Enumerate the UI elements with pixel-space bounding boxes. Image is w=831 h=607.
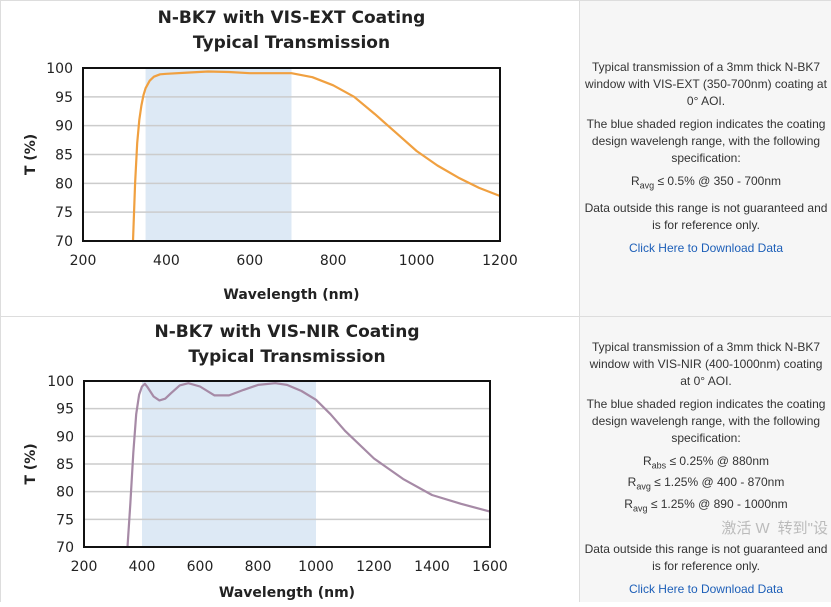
y-tick-label: 70 (55, 234, 73, 250)
x-tick-label: 1000 (399, 253, 435, 269)
x-tick-label: 1600 (472, 559, 508, 575)
x-tick-label: 400 (129, 559, 156, 575)
y-axis-label: T (%) (23, 134, 39, 175)
y-tick-label: 75 (56, 512, 74, 528)
x-tick-label: 800 (320, 253, 347, 269)
description-text: Typical transmission of a 3mm thick N-BK… (589, 340, 823, 388)
plot-frame (82, 67, 501, 242)
transmission-series-line (131, 70, 501, 242)
y-tick-label: 75 (55, 205, 73, 221)
description-cell: Typical transmission of a 3mm thick N-BK… (579, 317, 831, 602)
chart-vis-nir: N-BK7 with VIS-NIR Coating Typical Transm… (23, 322, 508, 601)
description-text: Typical transmission of a 3mm thick N-BK… (585, 60, 827, 108)
x-tick-label: 1000 (298, 559, 334, 575)
y-tick-label: 100 (46, 61, 73, 77)
y-tick-label: 80 (56, 485, 74, 501)
watermark-line: 激活 W (721, 520, 770, 538)
disclaimer-text: Data outside this range is not guarantee… (584, 201, 828, 233)
x-tick-label: 800 (245, 559, 272, 575)
y-tick-label: 80 (55, 176, 73, 192)
y-tick-label: 90 (55, 119, 73, 135)
spec-line: Ravg ≤ 1.25% @ 890 - 1000nm (624, 496, 788, 514)
x-tick-label: 1200 (356, 559, 392, 575)
watermark: 激活 W 转到"设 (580, 517, 831, 541)
x-tick-label: 600 (236, 253, 263, 269)
spec-line: Rabs ≤ 0.25% @ 880nm (642, 454, 770, 471)
chart-title: N-BK7 with VIS-EXT Coating (158, 8, 426, 28)
y-tick-label: 85 (55, 148, 73, 164)
download-data-link[interactable]: Click Here to Download Data (628, 241, 784, 256)
watermark-line: 转到"设 (777, 520, 828, 538)
y-tick-label: 85 (56, 457, 74, 473)
y-tick-label: 90 (56, 429, 74, 445)
spec-line: Ravg ≤ 1.25% @ 400 - 870nm (627, 475, 785, 492)
x-axis-label: Wavelength (nm) (219, 585, 355, 601)
description-cell: Typical transmission of a 3mm thick N-BK… (579, 1, 831, 317)
shaded-region-text: The blue shaded region indicates the coa… (586, 117, 826, 165)
y-tick-label: 95 (56, 402, 74, 418)
x-axis-label: Wavelength (nm) (223, 287, 359, 303)
chart-title: N-BK7 with VIS-NIR Coating (154, 322, 419, 342)
y-tick-label: 70 (56, 540, 74, 556)
y-tick-label: 95 (55, 90, 73, 106)
chart-vis-ext: N-BK7 with VIS-EXT Coating Typical Transm… (23, 8, 518, 303)
chart-cell: N-BK7 with VIS-NIR Coating Typical Transm… (0, 317, 580, 602)
chart-title: Typical Transmission (193, 33, 390, 53)
chart-cell: N-BK7 with VIS-EXT Coating Typical Transm… (0, 1, 580, 317)
table-row-vis-nir: N-BK7 with VIS-NIR Coating Typical Transm… (0, 316, 831, 602)
x-tick-label: 1400 (414, 559, 450, 575)
plot-frame (83, 380, 491, 548)
x-tick-label: 1200 (482, 253, 518, 269)
shaded-region-text: The blue shaded region indicates the coa… (586, 397, 826, 445)
spec-line: Ravg ≤ 0.5% @ 350 - 700nm (630, 174, 782, 191)
chart-title: Typical Transmission (188, 347, 385, 367)
x-tick-label: 600 (187, 559, 214, 575)
transmission-series-line (126, 382, 491, 548)
y-tick-label: 100 (47, 374, 74, 390)
x-tick-label: 400 (153, 253, 180, 269)
download-data-link[interactable]: Click Here to Download Data (628, 582, 784, 597)
disclaimer-text: Data outside this range is not guarantee… (584, 542, 828, 574)
y-axis-label: T (%) (23, 443, 39, 484)
x-tick-label: 200 (70, 253, 97, 269)
x-tick-label: 200 (71, 559, 98, 575)
table-row-vis-ext: N-BK7 with VIS-EXT Coating Typical Transm… (0, 0, 831, 317)
